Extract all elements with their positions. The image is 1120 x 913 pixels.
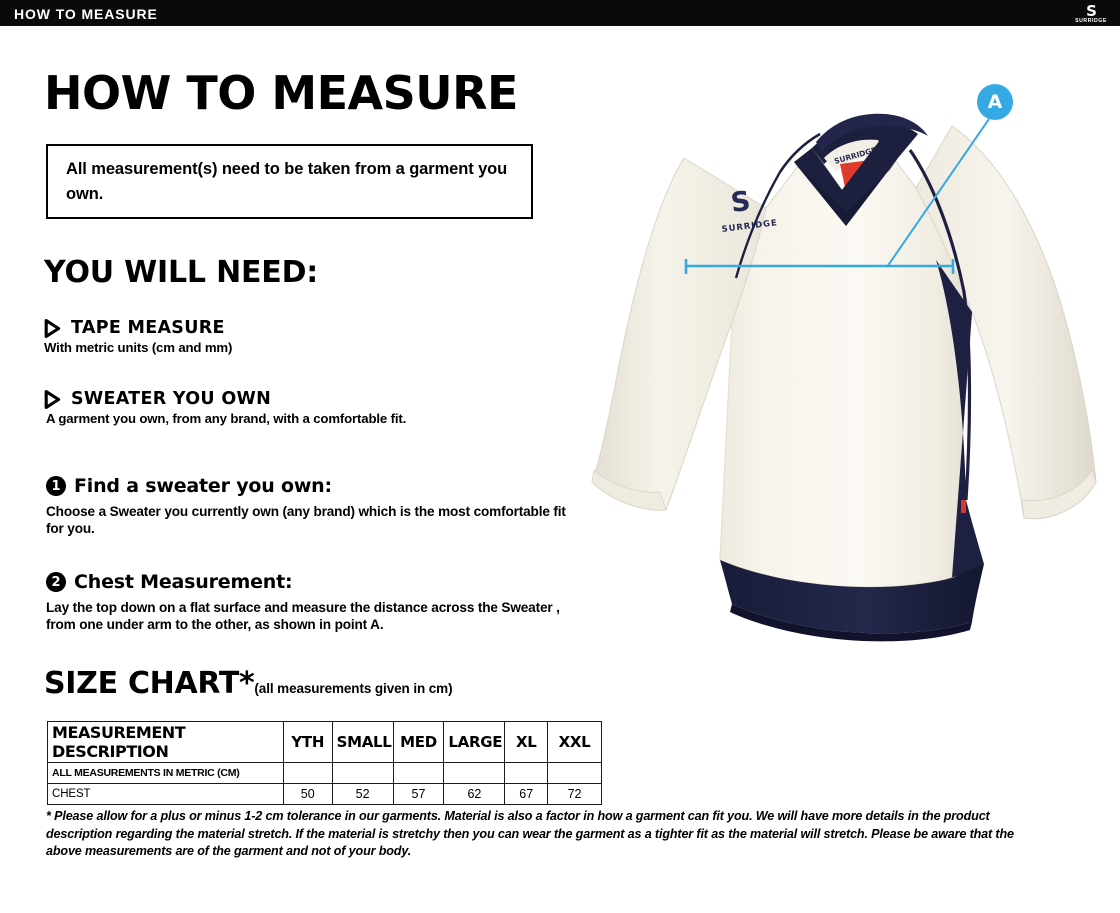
surridge-logo: S SURRIDGE bbox=[1070, 1, 1112, 27]
garment-illustration: SURRIDGE S SURRIDGE bbox=[580, 30, 1120, 710]
metric-note-cell bbox=[504, 762, 549, 784]
cell-chest-xxl: 72 bbox=[547, 783, 602, 805]
you-will-need-heading: YOU WILL NEED: bbox=[44, 255, 319, 290]
size-chart-heading-main: SIZE CHART* bbox=[44, 666, 255, 701]
shoulder-piping bbox=[778, 132, 821, 173]
page-title: HOW TO MEASURE bbox=[44, 66, 518, 120]
cell-chest-large: 62 bbox=[443, 783, 506, 805]
metric-note-cell bbox=[547, 762, 602, 784]
column-header-small: SMALL bbox=[331, 721, 394, 763]
triangle-outline-icon bbox=[44, 389, 61, 409]
need-item-subtitle: With metric units (cm and mm) bbox=[44, 340, 233, 355]
step-number-badge: 1 bbox=[46, 476, 66, 496]
need-item-sweater-you-own: SWEATER YOU OWN A garment you own, from … bbox=[44, 389, 406, 426]
callout-text: All measurement(s) need to be taken from… bbox=[66, 159, 508, 203]
metric-note-cell bbox=[282, 762, 333, 784]
size-chart-heading-note: (all measurements given in cm) bbox=[254, 681, 453, 696]
need-item-title: TAPE MEASURE bbox=[71, 318, 225, 338]
metric-note-cell bbox=[331, 762, 394, 784]
marker-a-badge: A bbox=[977, 84, 1013, 120]
triangle-outline-icon bbox=[44, 318, 61, 338]
need-item-title: SWEATER YOU OWN bbox=[71, 389, 272, 409]
step-body: Lay the top down on a flat surface and m… bbox=[46, 600, 560, 632]
surridge-monogram-icon: S bbox=[1086, 2, 1097, 20]
side-tag bbox=[961, 500, 966, 513]
cell-chest-xl: 67 bbox=[504, 783, 549, 805]
table-header-row: MEASUREMENT DESCRIPTION YTH SMALL MED LA… bbox=[47, 721, 602, 763]
cell-chest-yth: 50 bbox=[282, 783, 333, 805]
step-body: Choose a Sweater you currently own (any … bbox=[46, 504, 566, 536]
top-header-bar: HOW TO MEASURE S SURRIDGE bbox=[0, 0, 1120, 28]
column-header-xxl: XXL bbox=[547, 721, 602, 763]
column-header-large: LARGE bbox=[443, 721, 506, 763]
need-item-tape-measure: TAPE MEASURE With metric units (cm and m… bbox=[44, 318, 232, 355]
step-number-badge: 2 bbox=[46, 572, 66, 592]
chest-logo-monogram: S bbox=[729, 186, 752, 219]
callout-box: All measurement(s) need to be taken from… bbox=[46, 144, 533, 219]
metric-note-label: ALL MEASUREMENTS IN METRIC (CM) bbox=[47, 762, 284, 784]
column-header-med: MED bbox=[392, 721, 445, 763]
cell-chest-small: 52 bbox=[331, 783, 394, 805]
header-title: HOW TO MEASURE bbox=[14, 6, 158, 22]
footnote-text: * Please allow for a plus or minus 1-2 c… bbox=[46, 809, 1014, 858]
content-left-column: HOW TO MEASURE All measurement(s) need t… bbox=[0, 28, 600, 913]
step-title: Find a sweater you own: bbox=[74, 475, 332, 497]
step-1: 1 Find a sweater you own: Choose a Sweat… bbox=[46, 475, 576, 537]
table-row-metric-note: ALL MEASUREMENTS IN METRIC (CM) bbox=[47, 762, 602, 784]
column-header-xl: XL bbox=[504, 721, 549, 763]
size-chart-heading: SIZE CHART* (all measurements given in c… bbox=[44, 666, 453, 701]
surridge-wordmark: SURRIDGE bbox=[1075, 18, 1107, 24]
row-label-chest: CHEST bbox=[47, 783, 284, 805]
step-2: 2 Chest Measurement: Lay the top down on… bbox=[46, 571, 576, 633]
table-row: CHEST 50 52 57 62 67 72 bbox=[47, 783, 602, 805]
marker-a-label: A bbox=[987, 91, 1003, 113]
waistband bbox=[720, 560, 984, 642]
cell-chest-med: 57 bbox=[392, 783, 445, 805]
column-header-description: MEASUREMENT DESCRIPTION bbox=[47, 721, 284, 763]
step-title: Chest Measurement: bbox=[74, 571, 293, 593]
need-item-subtitle: A garment you own, from any brand, with … bbox=[46, 411, 407, 426]
size-chart-table: MEASUREMENT DESCRIPTION YTH SMALL MED LA… bbox=[47, 721, 602, 805]
metric-note-cell bbox=[392, 762, 445, 784]
column-header-yth: YTH bbox=[282, 721, 333, 763]
metric-note-cell bbox=[443, 762, 506, 784]
